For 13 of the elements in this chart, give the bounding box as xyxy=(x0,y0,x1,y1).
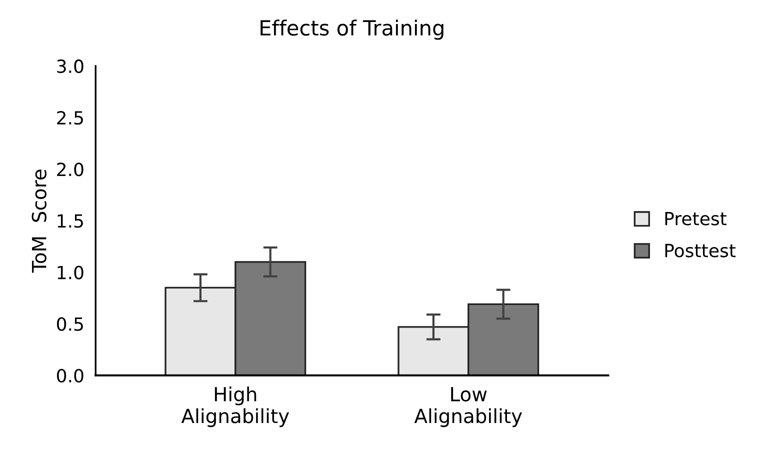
y-axis-title: ToM Score xyxy=(32,170,46,273)
legend-label: Posttest xyxy=(665,244,736,258)
y-tick-label: 3.0 xyxy=(57,59,84,74)
y-tick-label: 2.0 xyxy=(57,162,84,176)
y-tick-label: 2.5 xyxy=(57,111,83,125)
x-tick-label: High Alignability xyxy=(181,386,290,428)
x-tick-label: Low Alignability xyxy=(414,387,522,428)
legend-label: Pretest xyxy=(665,212,727,226)
y-tick-label: 1.0 xyxy=(58,266,84,280)
y-tick-label: 0.0 xyxy=(56,368,84,382)
y-tick-label: 1.5 xyxy=(58,214,83,228)
y-tick-label: 0.5 xyxy=(56,317,83,331)
chart-title: Effects of Training xyxy=(260,20,444,40)
